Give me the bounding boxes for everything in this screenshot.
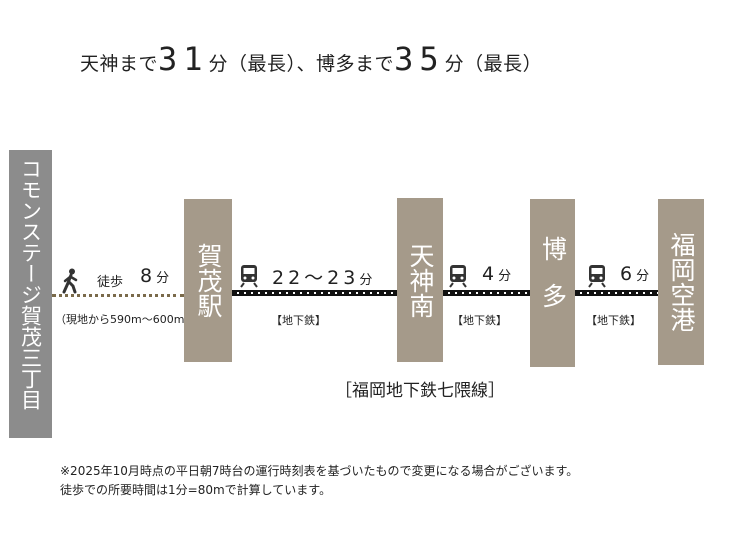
walk-unit: 分	[156, 271, 170, 286]
walk-distance: （現地から590m〜600m）	[55, 313, 196, 326]
origin-box: コモンステージ賀茂三丁目	[9, 150, 52, 438]
station-fukuoka-airport: 福岡空港	[658, 199, 704, 365]
headline-number-tenjin: 31	[158, 40, 209, 78]
headline-text-2: 分（最長）、博多まで	[208, 53, 395, 75]
rail-segment-3	[575, 290, 658, 296]
segment-1-tag: 【地下鉄】	[271, 314, 326, 327]
rail-segment-2	[443, 290, 530, 296]
walk-label: 徒歩	[97, 275, 124, 290]
headline-number-hakata: 35	[394, 40, 445, 78]
segment-3-minutes: 6	[620, 263, 637, 285]
headline: 天神まで31分（最長）、博多まで35分（最長）	[80, 40, 542, 78]
segment-3-time: 6分	[620, 263, 649, 285]
station-hakata: 博多	[530, 199, 575, 367]
walk-time: 8分	[140, 265, 169, 287]
train-icon	[449, 264, 467, 288]
segment-2-minutes: 4	[482, 263, 499, 285]
station-kamo-name: 賀茂駅	[194, 243, 223, 318]
station-kamo: 賀茂駅	[184, 199, 232, 362]
segment-1-time: 22〜23分	[272, 263, 372, 290]
train-icon	[240, 264, 258, 288]
segment-1-minutes: 22〜23	[272, 267, 360, 289]
walk-route-line	[52, 294, 184, 297]
station-fukuoka-airport-name: 福岡空港	[667, 232, 696, 332]
rail-segment-1	[232, 290, 397, 296]
segment-2-tag: 【地下鉄】	[452, 314, 507, 327]
line-name: ［福岡地下鉄七隈線］	[335, 381, 505, 401]
headline-text-3: 分（最長）	[444, 53, 543, 75]
segment-1-unit: 分	[359, 273, 373, 288]
segment-2-time: 4分	[482, 263, 511, 285]
segment-3-tag: 【地下鉄】	[586, 314, 641, 327]
note-walking: 徒歩での所要時間は1分=80mで計算しています。	[60, 483, 332, 497]
origin-name: コモンステージ賀茂三丁目	[18, 158, 43, 410]
station-hakata-name: 博多	[538, 236, 568, 330]
segment-2-unit: 分	[498, 269, 512, 284]
note-timetable: ※2025年10月時点の平日朝7時台の運行時刻表を基づいたもので変更になる場合が…	[60, 464, 579, 478]
walker-icon	[61, 268, 81, 294]
segment-3-unit: 分	[636, 269, 650, 284]
walk-minutes: 8	[140, 265, 157, 287]
station-tenjin-minami: 天神南	[397, 198, 443, 362]
station-tenjin-minami-name: 天神南	[406, 242, 435, 318]
train-icon	[588, 264, 606, 288]
headline-text-1: 天神まで	[80, 53, 159, 75]
